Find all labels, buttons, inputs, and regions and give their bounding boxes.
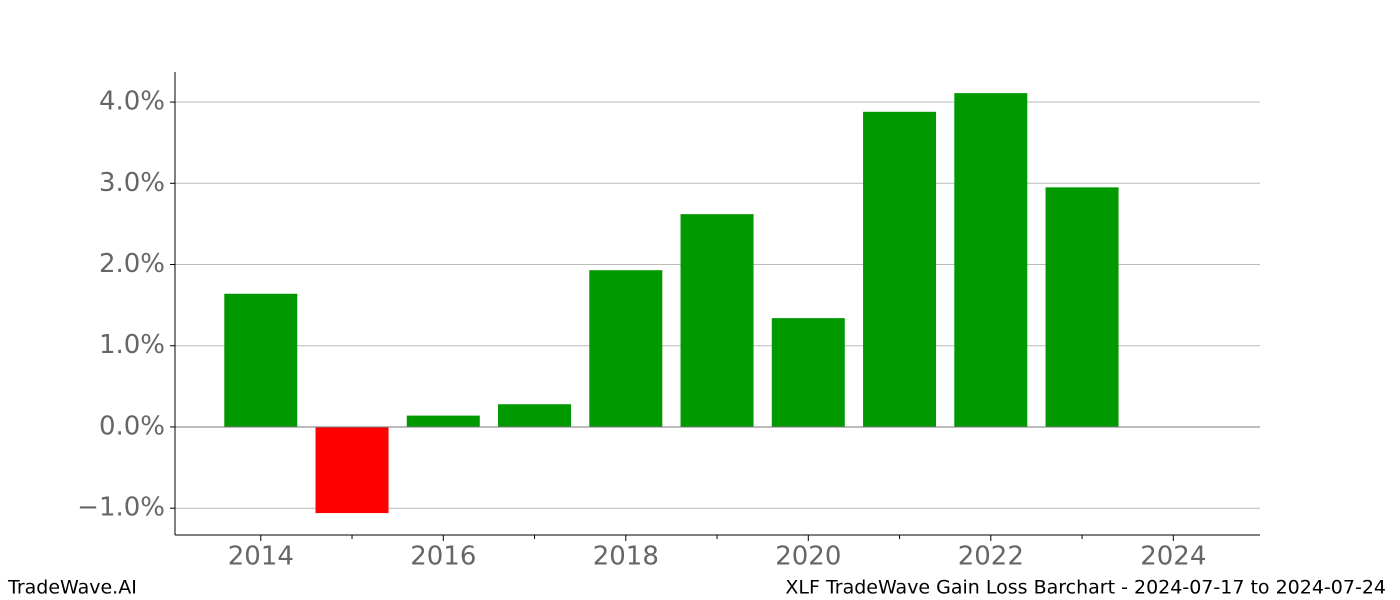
chart-title: XLF TradeWave Gain Loss Barchart - 2024-… (785, 577, 1386, 599)
x-tick-label: 2014 (228, 542, 294, 572)
bar (224, 293, 298, 427)
watermark: TradeWave.AI (7, 577, 137, 599)
x-tick-label: 2018 (593, 542, 659, 572)
x-tick-label: 2024 (1140, 542, 1206, 572)
y-tick-label: 4.0% (99, 87, 165, 117)
y-tick-label: 0.0% (99, 411, 165, 441)
y-tick-label: 3.0% (99, 168, 165, 198)
bar (315, 426, 389, 514)
bar (771, 318, 845, 427)
x-tick-label: 2022 (958, 542, 1024, 572)
y-tick-label: 2.0% (99, 249, 165, 279)
bar (680, 214, 754, 427)
x-tick-label: 2020 (775, 542, 841, 572)
bar (954, 93, 1028, 427)
bar (863, 111, 937, 427)
bar (498, 404, 572, 427)
bar (589, 270, 663, 427)
bar (1045, 187, 1119, 427)
bar (406, 415, 480, 427)
y-tick-label: 1.0% (99, 330, 165, 360)
y-tick-label: −1.0% (77, 493, 165, 523)
x-tick-label: 2016 (410, 542, 476, 572)
